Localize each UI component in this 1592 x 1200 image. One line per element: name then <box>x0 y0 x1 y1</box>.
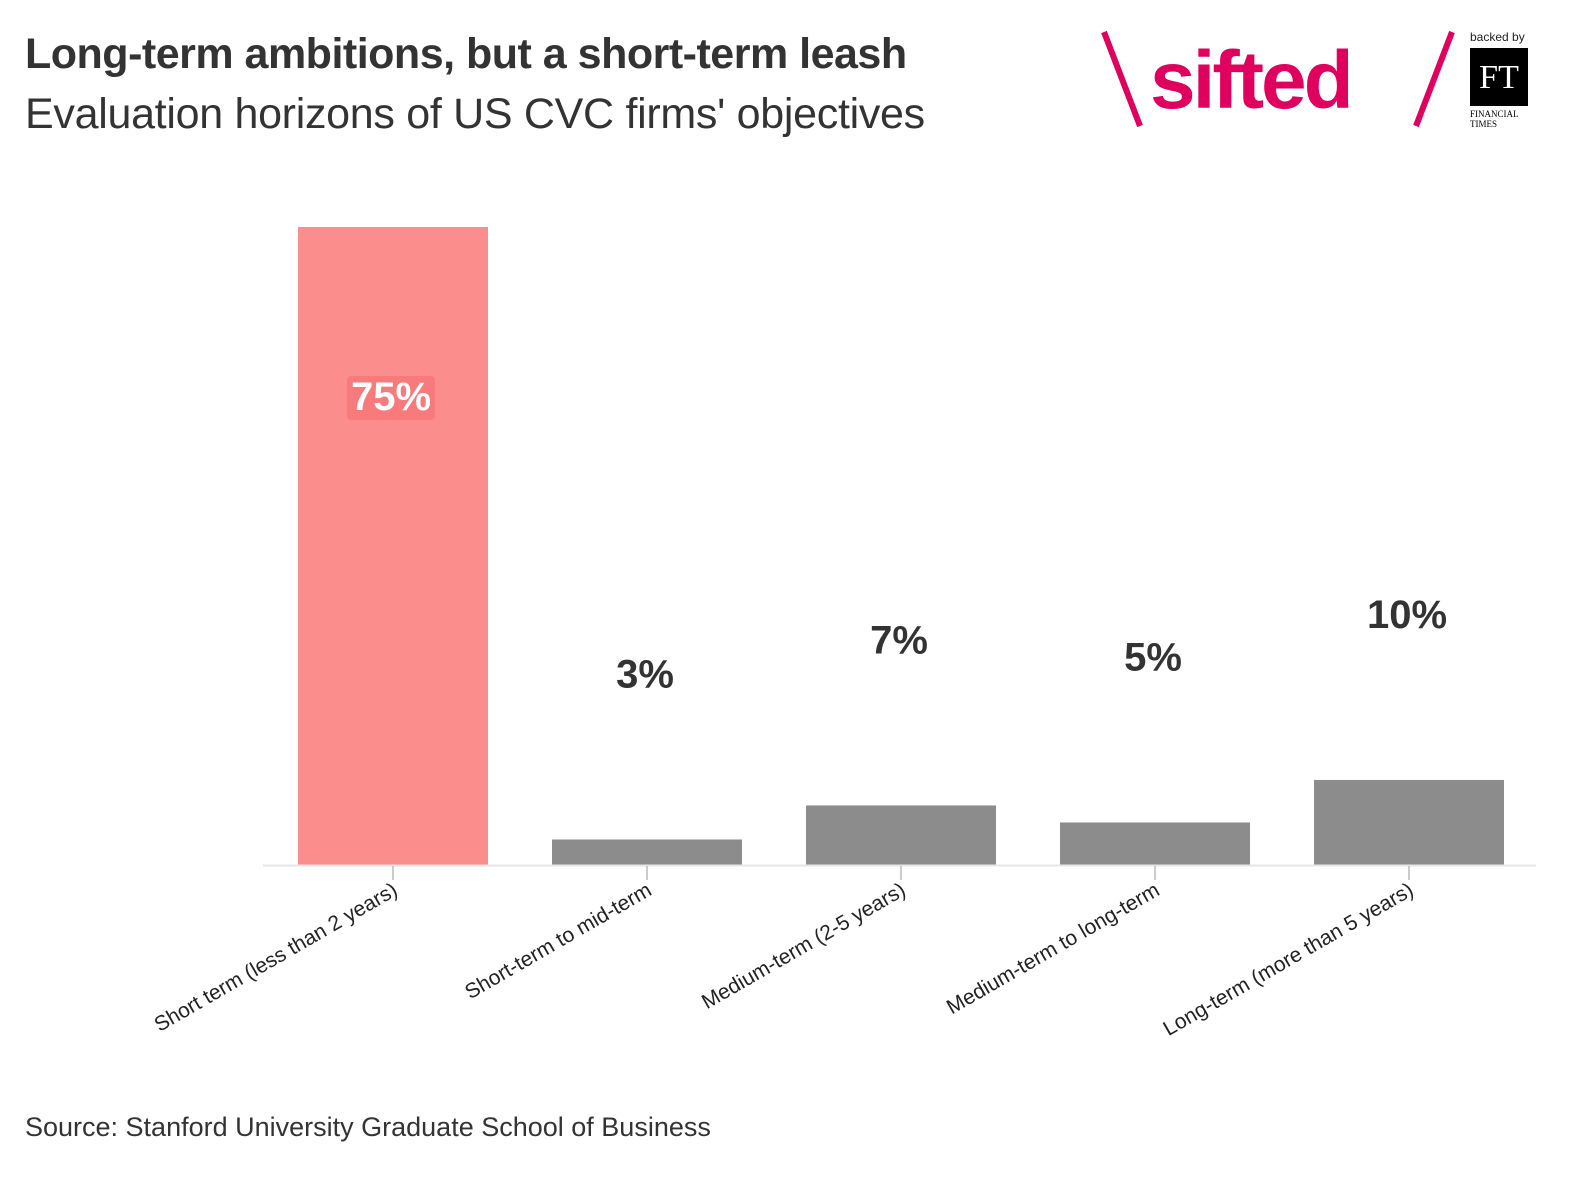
chart-subtitle: Evaluation horizons of US CVC firms' obj… <box>25 90 925 138</box>
bar <box>298 227 488 865</box>
x-tick-label: Medium-term to long-term <box>943 878 1164 1019</box>
bar <box>552 839 742 865</box>
data-label: 3% <box>616 652 674 696</box>
backed-by-label: backed by <box>1470 30 1525 44</box>
x-tick-label: Long-term (more than 5 years) <box>1159 878 1417 1040</box>
ft-name-line1: FINANCIAL <box>1470 109 1519 119</box>
ft-name-line2: TIMES <box>1470 119 1497 129</box>
data-label: 10% <box>1367 593 1447 637</box>
bar <box>1314 779 1504 865</box>
data-label-background <box>347 376 435 420</box>
x-tick-label: Medium-term (2-5 years) <box>698 878 910 1013</box>
bar <box>1060 822 1250 865</box>
sifted-ft-logo: sifted backed by FT FINANCIAL TIMES <box>1101 30 1528 129</box>
ft-mark: FT <box>1479 59 1519 96</box>
x-tick-label: Short term (less than 2 years) <box>150 878 401 1036</box>
bar-chart: Short term (less than 2 years) Short-term… <box>150 227 1536 1041</box>
source-note: Source: Stanford University Graduate Sch… <box>25 1112 711 1142</box>
bar <box>806 805 996 865</box>
data-label: 7% <box>870 618 928 662</box>
sifted-wordmark: sifted <box>1150 35 1351 126</box>
data-label: 5% <box>1124 635 1182 679</box>
chart-title: Long-term ambitions, but a short-term le… <box>25 30 907 78</box>
x-tick-label: Short-term to mid-term <box>461 878 655 1004</box>
data-label: 75% <box>351 375 431 419</box>
